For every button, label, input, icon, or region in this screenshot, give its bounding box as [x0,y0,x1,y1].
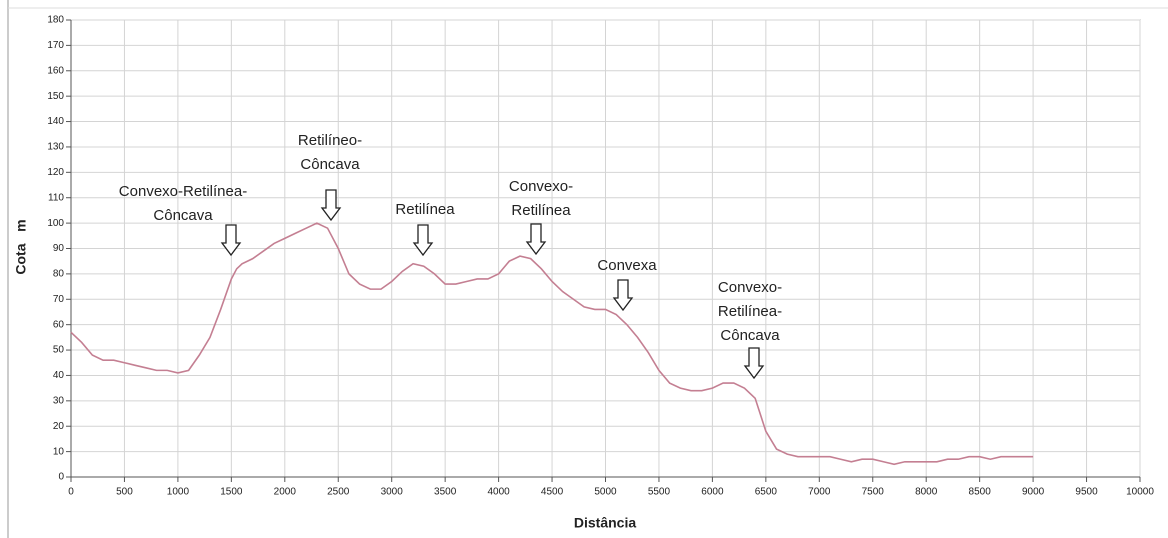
annotation: Retilínea- [718,303,782,320]
annotation-arrow [743,347,765,380]
y-tick-label: 60 [53,319,65,330]
x-tick-label: 4500 [541,487,564,498]
annotation: Côncava [300,156,360,173]
y-tick-label: 160 [47,65,64,76]
y-tick-label: 80 [53,269,65,280]
x-tick-label: 8500 [969,487,992,498]
y-tick-label: 70 [53,294,65,305]
profile-line [70,222,1034,466]
y-tick-label: 170 [47,40,64,51]
y-tick-label: 110 [48,192,64,203]
x-tick-label: 4000 [487,487,510,498]
x-tick-label: 2500 [327,487,350,498]
y-tick-label: 20 [53,421,65,432]
annotation-arrow [320,189,342,222]
annotation: Convexo- [509,178,573,195]
annotation: Convexo-Retilínea- [119,183,247,200]
x-tick-label: 10000 [1126,487,1154,498]
x-tick-label: 9500 [1075,487,1098,498]
annotation: Convexo- [718,279,782,296]
y-tick-label: 0 [58,472,64,483]
y-tick-label: 10 [53,446,65,457]
y-tick-label: 100 [47,218,64,229]
x-tick-label: 5000 [594,487,617,498]
x-tick-label: 3000 [381,487,404,498]
annotation: Côncava [153,207,213,224]
y-axis-label: Cota m [13,219,29,274]
annotation-arrow [220,224,242,257]
x-tick-label: 500 [116,487,133,498]
x-tick-label: 6500 [755,487,778,498]
x-tick-label: 0 [68,487,74,498]
y-tick-label: 30 [53,395,65,406]
annotation: Retilínea [511,202,571,219]
annotation-arrow [612,279,634,312]
annotation-arrow [525,223,547,256]
annotation: Côncava [720,327,780,344]
y-tick-label: 120 [47,167,64,178]
y-tick-label: 150 [47,91,64,102]
x-tick-label: 3500 [434,487,457,498]
annotation: Retilíneo- [298,132,362,149]
y-tick-label: 50 [53,345,65,356]
y-tick-label: 180 [47,15,64,26]
x-tick-label: 9000 [1022,487,1045,498]
x-axis-label: Distância [574,515,636,531]
y-tick-label: 90 [53,243,65,254]
x-tick-label: 8000 [915,487,938,498]
x-tick-label: 2000 [274,487,297,498]
y-tick-label: 130 [47,142,64,153]
x-tick-label: 5500 [648,487,671,498]
x-tick-label: 6000 [701,487,724,498]
annotation: Retilínea [395,201,455,218]
y-tick-label: 40 [53,370,65,381]
x-tick-label: 7500 [862,487,885,498]
annotation-arrow [412,224,434,257]
x-tick-label: 1000 [167,487,190,498]
annotation: Convexa [597,257,657,274]
x-tick-label: 7000 [808,487,831,498]
x-tick-label: 1500 [220,487,243,498]
y-tick-label: 140 [47,116,64,127]
